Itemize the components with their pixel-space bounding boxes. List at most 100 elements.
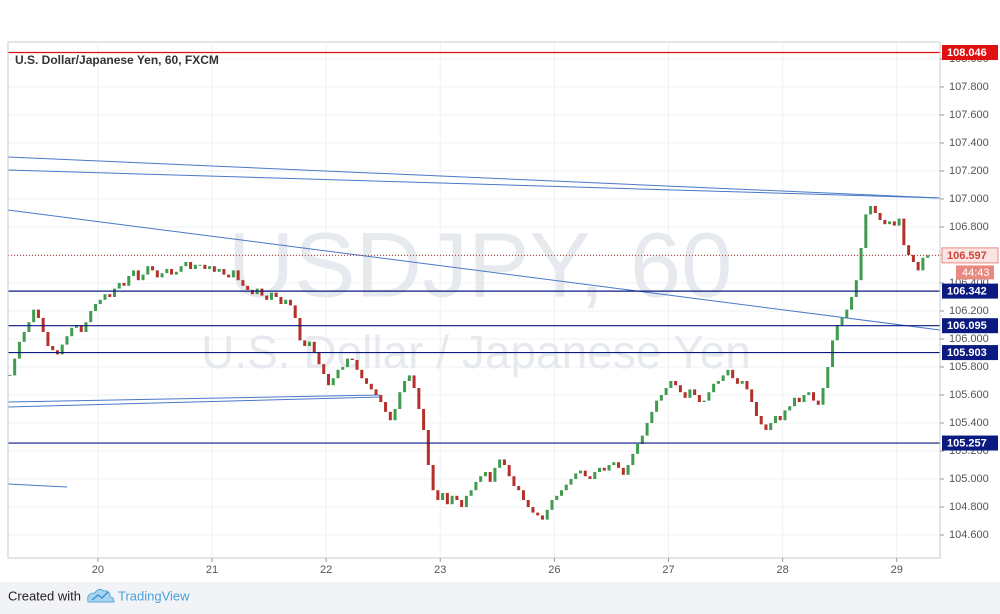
- candle-body: [32, 309, 36, 323]
- candle-body: [236, 270, 240, 281]
- y-tick-label: 105.800: [949, 361, 989, 373]
- trend-line: [7, 394, 381, 403]
- candle-body: [36, 309, 40, 318]
- candle-body: [288, 299, 292, 306]
- candle-body: [127, 275, 131, 286]
- candle-body: [911, 254, 915, 262]
- brand-logo[interactable]: [87, 588, 115, 603]
- candle-body: [502, 459, 506, 466]
- candle-body: [179, 266, 183, 272]
- y-tick-label: 107.200: [949, 165, 989, 177]
- level-label: 106.095: [947, 320, 987, 332]
- candle-body: [854, 280, 858, 297]
- candle-body: [721, 375, 725, 382]
- candle-body: [346, 358, 350, 368]
- candle-body: [17, 341, 21, 359]
- x-tick-label: 22: [320, 564, 332, 576]
- candle-body: [89, 310, 93, 323]
- candle-body: [284, 299, 288, 304]
- candle-body: [165, 268, 169, 274]
- candle-body: [274, 292, 278, 297]
- candle-body: [46, 331, 50, 346]
- candle-body: [659, 395, 663, 401]
- candle-body: [160, 273, 164, 278]
- candle-body: [883, 219, 887, 225]
- level-tag: [942, 435, 998, 451]
- level-tag: [942, 318, 998, 334]
- candle-body: [260, 288, 264, 296]
- candle-body: [740, 381, 744, 384]
- candle-body: [479, 476, 483, 482]
- candle-body: [488, 472, 492, 482]
- candle-body: [759, 416, 763, 425]
- candle-body: [783, 410, 787, 421]
- y-tick-label: 104.600: [949, 529, 989, 541]
- candle-body: [598, 467, 602, 473]
- candle-body: [588, 476, 592, 480]
- candle-body: [379, 395, 383, 403]
- candle-body: [417, 388, 421, 410]
- candle-body: [60, 344, 64, 355]
- candle-body: [731, 369, 735, 379]
- candle-body: [754, 402, 758, 417]
- candle-body: [307, 341, 311, 346]
- y-tick-label: 107.400: [949, 137, 989, 149]
- footer-brand[interactable]: TradingView: [118, 588, 190, 603]
- candle-body: [336, 369, 340, 379]
- candle-body: [583, 470, 587, 477]
- footer-prefix: Created with: [8, 588, 81, 603]
- y-tick-label: 106.200: [949, 305, 989, 317]
- price-tag: [941, 247, 999, 264]
- candle-body: [222, 268, 226, 275]
- candle-body: [312, 341, 316, 354]
- candle-body: [384, 402, 388, 412]
- candle-body: [916, 261, 920, 271]
- candle-body: [117, 282, 121, 289]
- candle-body: [79, 324, 83, 332]
- candle-body: [764, 424, 768, 431]
- candle-body: [802, 395, 806, 403]
- candle-body: [531, 507, 535, 513]
- candle-body: [184, 261, 188, 267]
- y-tick-label: 107.800: [949, 81, 989, 93]
- candle-body: [132, 270, 136, 276]
- candle-body: [555, 495, 559, 501]
- trend-line: [7, 156, 941, 199]
- candle-body: [902, 218, 906, 246]
- candle-body: [8, 374, 12, 376]
- candle-body: [683, 392, 687, 398]
- candle-body: [674, 381, 678, 386]
- candle-body: [873, 205, 877, 213]
- candle-body: [98, 299, 102, 304]
- candle-body: [545, 509, 549, 520]
- candle-body: [835, 324, 839, 341]
- y-tick-label: 105.600: [949, 389, 989, 401]
- candle-body: [907, 245, 911, 255]
- candle-body: [707, 392, 711, 401]
- candle-body: [388, 411, 392, 421]
- candle-body: [198, 264, 202, 266]
- candle-body: [298, 317, 302, 341]
- candle-body: [493, 467, 497, 482]
- candle-body: [864, 214, 868, 248]
- candle-body: [403, 381, 407, 393]
- candle-body: [108, 294, 112, 297]
- candle-body: [84, 322, 88, 332]
- candle-body: [845, 309, 849, 318]
- candle-body: [445, 493, 449, 505]
- y-tick-label: 107.600: [949, 109, 989, 121]
- candle-body: [926, 255, 930, 258]
- levels: [8, 51, 940, 444]
- candle-body: [579, 470, 583, 474]
- trend-line: [7, 169, 941, 199]
- candle-body: [74, 324, 78, 328]
- candle-body: [850, 296, 854, 310]
- candle-body: [678, 385, 682, 393]
- candle-body: [93, 303, 97, 311]
- candle-body: [716, 381, 720, 384]
- candle-body: [655, 400, 659, 412]
- candle-body: [859, 247, 863, 281]
- candle-body: [155, 270, 159, 278]
- candle-body: [70, 327, 74, 337]
